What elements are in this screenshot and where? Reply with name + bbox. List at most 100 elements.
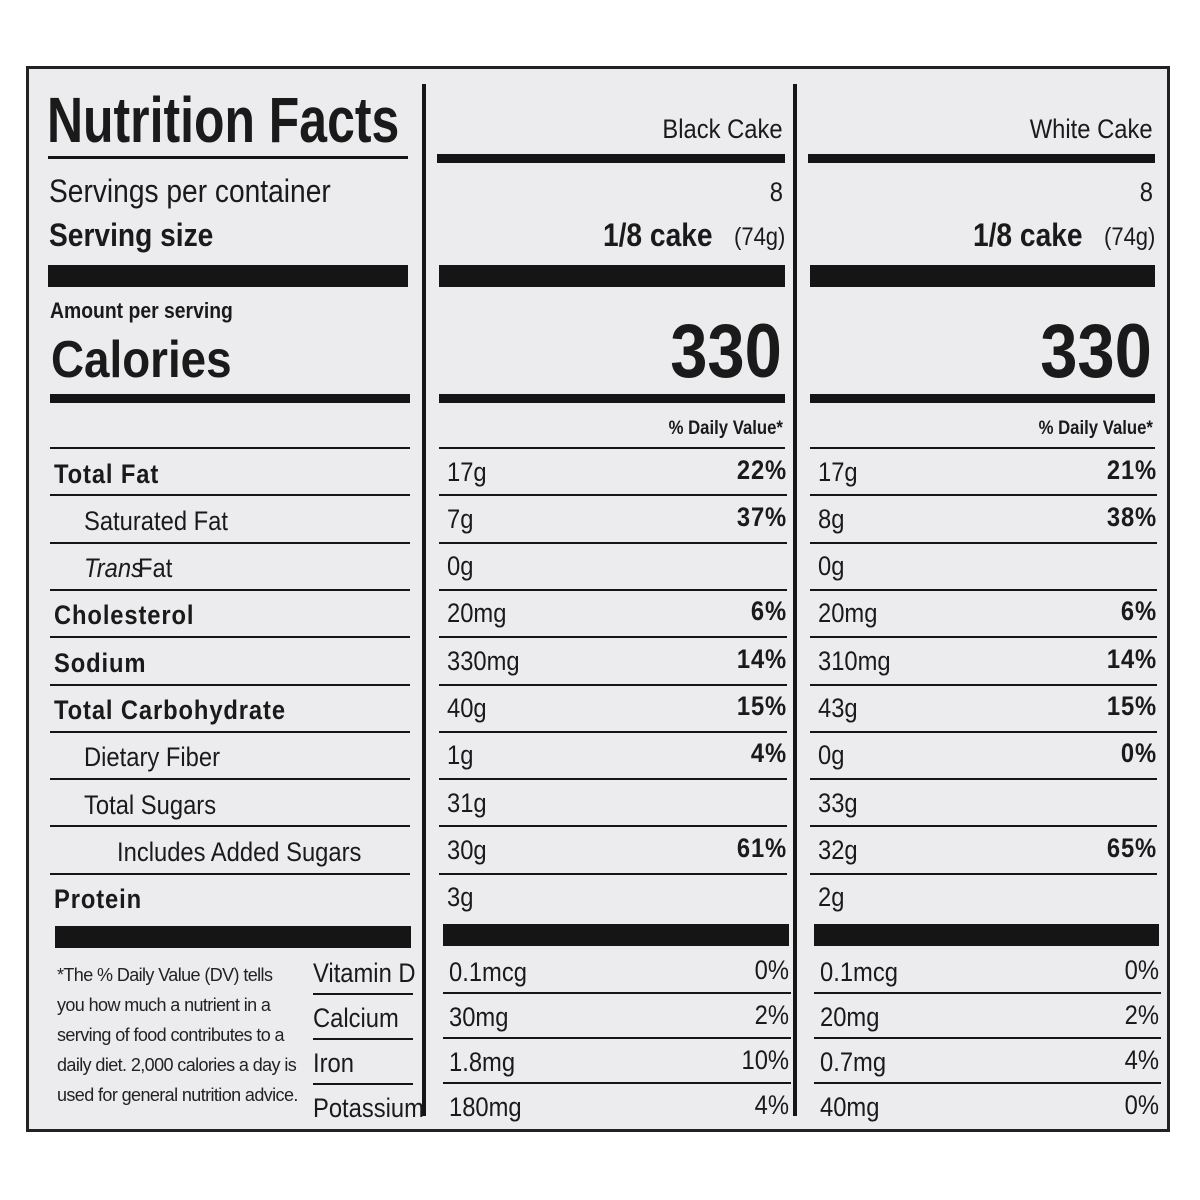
vitamin-amount: 20mg: [820, 1001, 880, 1032]
nutrient-name: Total Sugars: [84, 789, 217, 820]
nutrient-name: Protein: [54, 884, 143, 915]
daily-value: 61%: [736, 832, 787, 863]
amount: 2g: [818, 882, 845, 913]
vitamin-dv: 2%: [754, 999, 789, 1030]
serving-size-label: Serving size: [49, 217, 214, 253]
rule: [48, 265, 408, 287]
amount: 8g: [818, 503, 845, 534]
nutrient-name: Dietary Fiber: [84, 742, 221, 773]
serving-size: 1/8 cake: [603, 217, 713, 253]
rule: [50, 394, 410, 403]
amount: 31g: [447, 787, 487, 818]
rule: [50, 825, 410, 828]
vitamin-name: Calcium: [313, 1002, 399, 1033]
nutrient-name: Total Carbohydrate: [54, 695, 286, 725]
amount-label: Amount per serving: [50, 298, 233, 323]
rule: [50, 778, 410, 781]
rule: [439, 825, 787, 828]
rule: [50, 588, 410, 591]
rule: [422, 84, 426, 1116]
nutrient-name: Sodium: [54, 647, 147, 678]
rule: [313, 1083, 413, 1085]
daily-value: 6%: [1120, 596, 1157, 627]
daily-value: 65%: [1106, 832, 1157, 863]
rule: [439, 394, 785, 403]
rule: [810, 730, 1157, 733]
vitamin-dv: 4%: [754, 1089, 789, 1120]
vitamin-amount: 30mg: [449, 1001, 509, 1032]
rule: [443, 1082, 791, 1084]
vitamin-amount: 40mg: [820, 1091, 880, 1122]
calories-label: Calories: [51, 331, 232, 389]
serving-weight: (74g): [733, 222, 785, 251]
vitamin-dv: 10%: [741, 1044, 789, 1075]
serving-size: 1/8 cake: [973, 217, 1083, 253]
rule: [439, 636, 787, 639]
vitamin-dv: 0%: [754, 954, 789, 985]
amount: 43g: [818, 693, 858, 723]
rule: [50, 683, 410, 686]
product-name: White Cake: [1030, 113, 1153, 144]
rule: [443, 1037, 791, 1039]
rule: [810, 265, 1155, 287]
rule: [814, 992, 1161, 994]
nutrient-name: Saturated Fat: [84, 505, 228, 536]
vitamin-amount: 1.8mg: [449, 1046, 516, 1077]
rule: [810, 588, 1157, 591]
daily-value: 15%: [736, 691, 787, 721]
rule: [439, 588, 787, 591]
daily-value: 21%: [1106, 454, 1157, 485]
rule: [48, 156, 408, 159]
rule: [50, 636, 410, 639]
amount: 310mg: [818, 645, 891, 676]
rule: [443, 992, 791, 994]
rule: [437, 154, 785, 163]
amount: 3g: [447, 882, 474, 913]
product-name: Black Cake: [662, 113, 783, 144]
servings: 8: [769, 176, 783, 207]
nutrient-name: Includes Added Sugars: [117, 836, 362, 867]
vitamin-amount: 0.1mcg: [449, 956, 527, 987]
rule: [810, 778, 1157, 781]
calories: 330: [1040, 309, 1152, 394]
vitamin-amount: 0.1mcg: [820, 956, 898, 987]
nutrient-name: Total Fat: [54, 458, 160, 489]
daily-value: 37%: [736, 501, 787, 532]
amount: 40g: [447, 693, 487, 723]
nutrient-name: Cholesterol: [54, 600, 195, 631]
vitamin-name: Vitamin D: [313, 957, 416, 988]
serving-weight: (74g): [1103, 222, 1155, 251]
servings: 8: [1139, 176, 1153, 207]
vitamin-name: Potassium: [313, 1092, 424, 1123]
rule: [50, 730, 410, 733]
rule: [814, 1037, 1161, 1039]
daily-value: 15%: [1106, 691, 1157, 721]
daily-value: 22%: [736, 454, 787, 485]
calories: 330: [670, 309, 782, 394]
rule: [50, 447, 410, 449]
rule: [50, 541, 410, 544]
servings-label: Servings per container: [49, 173, 331, 209]
amount: 330mg: [447, 645, 520, 676]
rule: [50, 872, 410, 875]
amount: 33g: [818, 787, 858, 818]
rule: [439, 541, 787, 544]
rule: [439, 683, 787, 686]
rule: [810, 494, 1157, 497]
rule: [810, 541, 1157, 544]
amount: 0g: [818, 740, 845, 771]
daily-value: 14%: [736, 643, 787, 674]
nutrient-name: Fat: [138, 553, 173, 584]
rule: [808, 154, 1155, 163]
dv-label: % Daily Value*: [1038, 417, 1153, 439]
vitamin-dv: 2%: [1124, 999, 1159, 1030]
rule: [810, 825, 1157, 828]
amount: 17g: [447, 456, 487, 487]
amount: 30g: [447, 834, 487, 865]
rule: [313, 993, 413, 995]
rule: [439, 872, 787, 875]
amount: 17g: [818, 456, 858, 487]
nutrition-label: [26, 66, 1170, 1132]
rule: [814, 1082, 1161, 1084]
